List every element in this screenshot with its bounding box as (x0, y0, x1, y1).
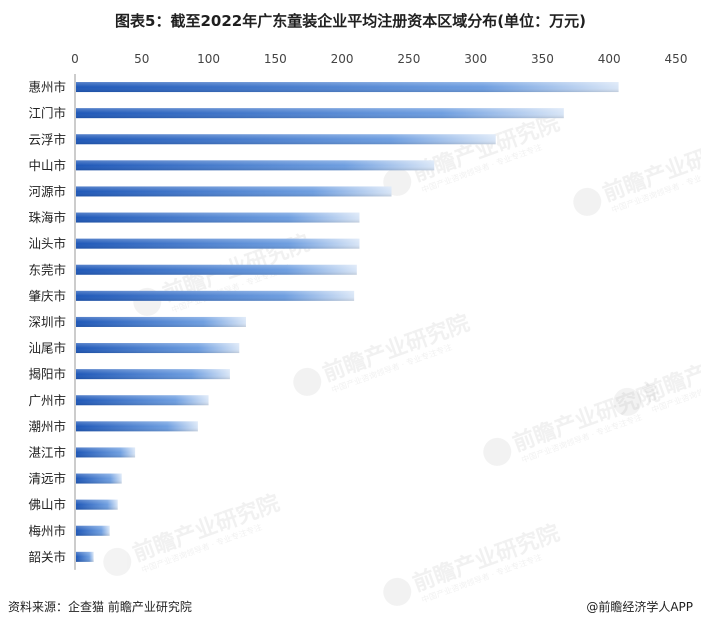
category-label-18: 韶关市 (28, 549, 66, 564)
bar-shade-4 (76, 186, 392, 197)
watermark-logo-icon (483, 437, 512, 466)
x-tick-label-3: 150 (264, 52, 287, 66)
bar-shade-7 (76, 264, 357, 275)
source-note: 资料来源：企查猫 前瞻产业研究院 (8, 600, 192, 614)
category-label-13: 潮州市 (28, 419, 66, 434)
x-tick-label-5: 250 (397, 52, 420, 66)
bar-shade-6 (76, 238, 360, 249)
bar-shade-2 (76, 134, 496, 145)
bar-shade-1 (76, 108, 564, 119)
category-label-14: 湛江市 (28, 445, 66, 460)
category-label-8: 肇庆市 (28, 288, 66, 303)
category-label-12: 广州市 (28, 393, 66, 408)
credit-note: @前瞻经济学人APP (586, 600, 693, 614)
bar-shade-3 (76, 160, 435, 171)
category-label-7: 东莞市 (28, 262, 66, 277)
bar-shade-10 (76, 343, 240, 354)
chart-title: 图表5：截至2022年广东童装企业平均注册资本区域分布(单位：万元) (115, 12, 586, 30)
x-tick-label-1: 50 (134, 52, 149, 66)
bar-shade-17 (76, 525, 110, 536)
category-label-6: 汕头市 (28, 236, 66, 251)
x-tick-label-2: 100 (197, 52, 220, 66)
x-tick-label-4: 200 (331, 52, 354, 66)
category-label-15: 清远市 (28, 471, 66, 486)
bar-shade-16 (76, 499, 118, 510)
watermark-logo-icon (383, 577, 412, 606)
bar-shade-15 (76, 473, 122, 484)
category-label-17: 梅州市 (28, 523, 66, 538)
x-tick-label-9: 450 (665, 52, 688, 66)
y-axis-labels: 惠州市江门市云浮市中山市河源市珠海市汕头市东莞市肇庆市深圳市汕尾市揭阳市广州市潮… (28, 80, 66, 565)
category-label-0: 惠州市 (28, 80, 66, 95)
bar-shade-14 (76, 447, 136, 458)
watermark-logo-icon (103, 547, 132, 576)
x-tick-label-0: 0 (71, 52, 79, 66)
bars (76, 82, 619, 562)
bar-shade-12 (76, 395, 209, 406)
category-label-2: 云浮市 (28, 132, 66, 147)
watermark-logo-icon (613, 387, 642, 416)
bar-shade-8 (76, 290, 355, 301)
bar-shade-9 (76, 316, 246, 327)
watermark-logo-icon (293, 367, 322, 396)
bar-shade-18 (76, 551, 94, 562)
category-label-10: 汕尾市 (28, 341, 66, 356)
bar-shade-13 (76, 421, 198, 432)
category-label-9: 深圳市 (28, 314, 66, 329)
category-label-3: 中山市 (28, 158, 66, 173)
x-axis: 0 50 100 150 200 250 300 350 400 450 (71, 52, 687, 66)
category-label-5: 珠海市 (28, 210, 66, 225)
category-label-1: 江门市 (28, 106, 66, 121)
watermark-logo-icon (133, 287, 162, 316)
category-label-16: 佛山市 (28, 497, 66, 512)
category-label-11: 揭阳市 (28, 367, 66, 382)
category-label-4: 河源市 (28, 184, 66, 199)
bar-shade-0 (76, 82, 619, 93)
watermark-logo-icon (573, 187, 602, 216)
bar-shade-5 (76, 212, 360, 223)
bar-shade-11 (76, 369, 230, 380)
x-tick-label-6: 300 (464, 52, 487, 66)
x-tick-label-7: 350 (531, 52, 554, 66)
x-tick-label-8: 400 (598, 52, 621, 66)
